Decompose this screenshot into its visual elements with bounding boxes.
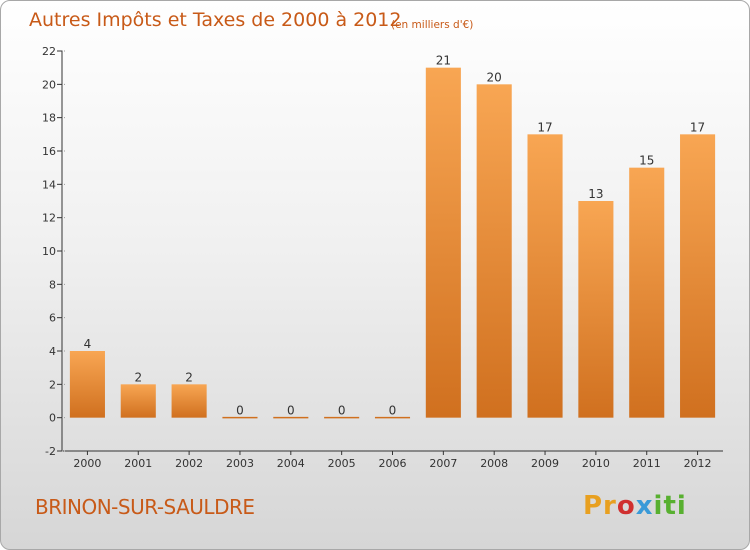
x-tick-label-2000: 2000: [73, 457, 101, 470]
logo-part: o: [616, 491, 636, 521]
bar-2010: [578, 201, 614, 418]
y-tick-label: 8: [49, 278, 56, 291]
bars: [69, 67, 716, 419]
bar-2001: [120, 384, 156, 418]
y-tick-label: 18: [42, 112, 56, 125]
value-label-2001: 2: [134, 370, 142, 384]
y-tick-label: 0: [49, 412, 56, 425]
x-tick-label-2010: 2010: [582, 457, 610, 470]
y-tick-label: 20: [42, 78, 56, 91]
y-tick-label: 6: [49, 312, 56, 325]
x-tick-label-2001: 2001: [124, 457, 152, 470]
x-tick-label-2008: 2008: [480, 457, 508, 470]
value-label-2007: 21: [436, 54, 451, 68]
bar-2008: [476, 84, 512, 418]
x-tick-label-2007: 2007: [429, 457, 457, 470]
y-tick-label: -2: [45, 445, 56, 458]
commune-name: BRINON-SUR-SAULDRE: [35, 495, 255, 519]
value-label-2003: 0: [236, 404, 244, 418]
value-label-2004: 0: [287, 404, 295, 418]
value-label-2009: 17: [537, 120, 552, 134]
proxiti-logo: Proxiti: [583, 491, 687, 521]
y-tick-label: 14: [42, 178, 56, 191]
y-tick-label: 22: [42, 45, 56, 58]
bar-2000: [69, 351, 105, 418]
x-tick-label-2005: 2005: [328, 457, 356, 470]
y-tick-label: 4: [49, 345, 56, 358]
x-tick-label-2004: 2004: [277, 457, 305, 470]
y-tick-label: 12: [42, 212, 56, 225]
x-tick-label-2012: 2012: [684, 457, 712, 470]
x-tick-label-2006: 2006: [379, 457, 407, 470]
bar-2002: [171, 384, 207, 418]
bar-2011: [629, 167, 665, 418]
x-tick-label-2002: 2002: [175, 457, 203, 470]
logo-part: x: [635, 491, 654, 521]
value-label-2011: 15: [639, 154, 654, 168]
value-label-2000: 4: [84, 337, 92, 351]
value-label-2006: 0: [389, 404, 397, 418]
logo-part: Pr: [583, 491, 617, 521]
logo-part: iti: [653, 491, 687, 521]
x-tick-label-2011: 2011: [633, 457, 661, 470]
bar-2012: [680, 134, 716, 418]
y-tick-label: 2: [49, 378, 56, 391]
y-tick-label: 10: [42, 245, 56, 258]
x-tick-label-2009: 2009: [531, 457, 559, 470]
chart-unit-label: (en milliers d'€): [391, 19, 474, 31]
value-label-2012: 17: [690, 120, 705, 134]
value-label-2008: 20: [487, 70, 502, 84]
bar-2007: [425, 67, 461, 418]
chart-title: Autres Impôts et Taxes de 2000 à 2012: [29, 9, 402, 31]
value-label-2010: 13: [588, 187, 603, 201]
y-tick-label: 16: [42, 145, 56, 158]
value-label-2002: 2: [185, 370, 193, 384]
x-tick-label-2003: 2003: [226, 457, 254, 470]
value-label-2005: 0: [338, 404, 346, 418]
bar-2009: [527, 134, 563, 418]
